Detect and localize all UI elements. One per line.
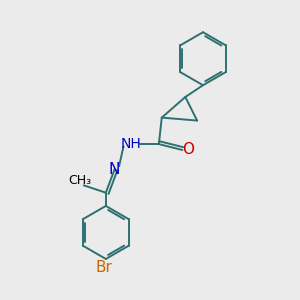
Text: N: N — [109, 162, 120, 177]
Text: CH₃: CH₃ — [68, 174, 91, 188]
Text: NH: NH — [121, 137, 141, 151]
Text: O: O — [182, 142, 194, 158]
Text: Br: Br — [96, 260, 113, 275]
